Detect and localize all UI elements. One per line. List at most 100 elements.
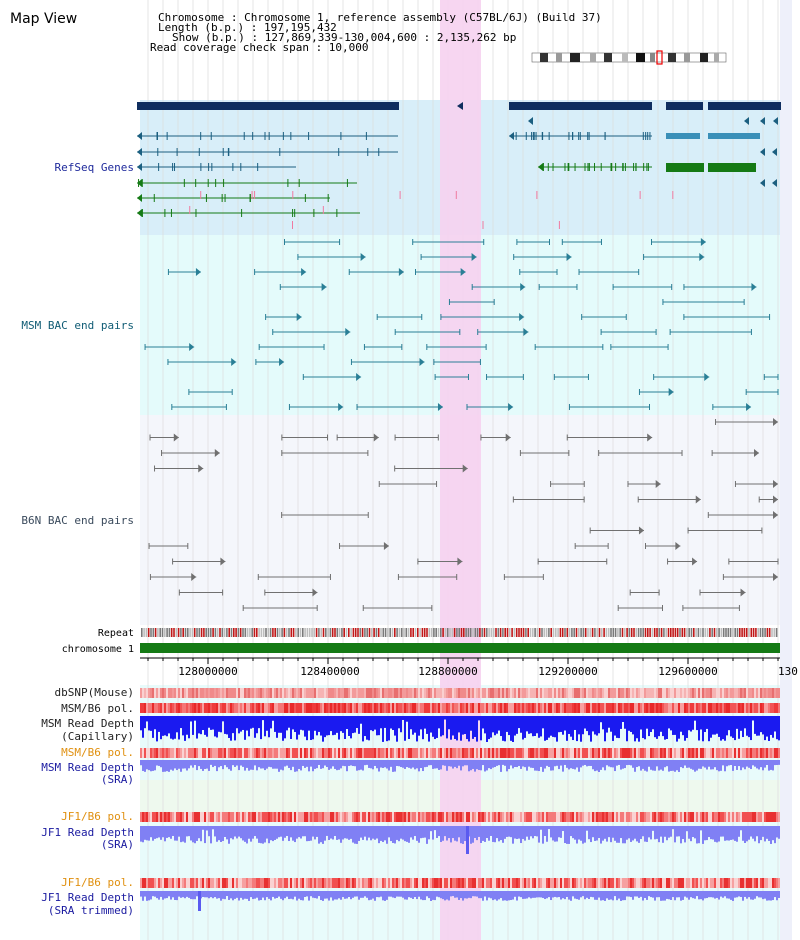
bac-end-pair[interactable] [188, 389, 233, 395]
bac-end-pair[interactable] [288, 403, 344, 411]
bac-end-pair[interactable] [745, 389, 779, 395]
repeat-track[interactable] [141, 628, 778, 637]
bac-end-pair[interactable] [534, 344, 604, 350]
bac-end-pair[interactable] [683, 314, 771, 320]
chromosome-bar[interactable] [140, 643, 780, 653]
bac-end-pair[interactable] [258, 344, 325, 350]
bac-end-pair[interactable] [394, 464, 468, 473]
bac-end-pair[interactable] [350, 358, 425, 366]
bac-end-pair[interactable] [433, 359, 481, 365]
bac-end-pair[interactable] [722, 573, 778, 581]
bac-end-pair[interactable] [348, 268, 404, 276]
bac-end-pair[interactable] [172, 557, 226, 566]
bac-end-pair[interactable] [519, 450, 570, 456]
bac-end-pair[interactable] [537, 558, 608, 565]
bac-end-pair[interactable] [513, 253, 572, 261]
bac-end-pair[interactable] [480, 433, 511, 442]
bac-end-pair[interactable] [284, 239, 341, 245]
bac-end-pair[interactable] [397, 574, 458, 580]
bac-end-pair[interactable] [667, 557, 698, 566]
bac-end-pair[interactable] [281, 434, 329, 441]
bac-end-pair[interactable] [279, 283, 327, 291]
bac-end-pair[interactable] [154, 464, 204, 473]
bac-end-pair[interactable] [574, 543, 609, 549]
bac-end-pair[interactable] [581, 314, 627, 320]
selected-region-highlight[interactable] [440, 0, 481, 940]
bac-end-pair[interactable] [376, 314, 423, 320]
bac-end-pair[interactable] [651, 238, 706, 246]
bac-end-pair[interactable] [149, 573, 197, 581]
bac-end-pair[interactable] [336, 433, 379, 442]
bac-end-pair[interactable] [257, 574, 331, 580]
variant-depth-tracks[interactable] [140, 688, 780, 911]
bac-end-pair[interactable] [644, 542, 681, 550]
bac-end-pair[interactable] [637, 495, 701, 504]
bac-end-pair[interactable] [712, 403, 752, 411]
bac-end-pair[interactable] [566, 433, 653, 442]
bac-end-pair[interactable] [255, 358, 285, 366]
bac-end-pair[interactable] [264, 588, 318, 597]
bac-end-pair[interactable] [265, 313, 302, 321]
bac-end-pair[interactable] [477, 328, 529, 336]
bac-end-pair[interactable] [448, 299, 495, 305]
bac-end-pair[interactable] [356, 403, 443, 411]
bac-end-pair[interactable] [653, 373, 710, 381]
bac-end-pair[interactable] [297, 253, 366, 261]
msm-bac-end-pairs[interactable] [144, 238, 779, 411]
bac-end-pair[interactable] [254, 268, 307, 276]
bac-end-pair[interactable] [434, 374, 469, 380]
bac-end-pair[interactable] [167, 268, 201, 276]
bac-end-pair[interactable] [281, 450, 369, 456]
bac-end-pair[interactable] [600, 329, 657, 335]
bac-end-pair[interactable] [149, 433, 179, 442]
bac-end-pair[interactable] [758, 495, 778, 504]
chromosome-ideogram[interactable] [531, 50, 727, 65]
bac-end-pair[interactable] [144, 343, 195, 351]
bac-end-pair[interactable] [612, 284, 673, 290]
bac-end-pair[interactable] [662, 299, 745, 305]
bac-end-pair[interactable] [242, 605, 318, 611]
bac-end-pair[interactable] [486, 374, 524, 380]
bac-end-pair[interactable] [148, 543, 189, 549]
bac-end-pair[interactable] [178, 589, 224, 596]
bac-end-pair[interactable] [728, 558, 779, 565]
bac-end-pair[interactable] [394, 329, 461, 335]
bac-end-pair[interactable] [167, 358, 237, 366]
bac-end-pair[interactable] [629, 589, 660, 596]
bac-end-pair[interactable] [420, 253, 477, 261]
bac-end-pair[interactable] [415, 268, 466, 276]
bac-end-pair[interactable] [512, 496, 585, 503]
bac-end-pair[interactable] [643, 253, 705, 261]
bac-end-pair[interactable] [763, 374, 779, 380]
bac-end-pair[interactable] [171, 404, 227, 410]
bac-end-pair[interactable] [550, 481, 585, 487]
bac-end-pair[interactable] [699, 588, 746, 597]
bac-end-pair[interactable] [598, 450, 683, 456]
bac-end-pair[interactable] [466, 403, 514, 411]
bac-end-pair[interactable] [711, 449, 760, 457]
bac-end-pair[interactable] [417, 557, 463, 566]
bac-end-pair[interactable] [561, 239, 602, 245]
bac-end-pair[interactable] [362, 605, 433, 611]
bac-end-pair[interactable] [538, 284, 578, 290]
bac-end-pair[interactable] [553, 374, 589, 380]
bac-end-pair[interactable] [378, 481, 438, 487]
b6n-bac-end-pairs[interactable] [148, 418, 779, 611]
bac-end-pair[interactable] [503, 574, 544, 580]
bac-end-pair[interactable] [687, 527, 763, 534]
bac-end-pair[interactable] [715, 418, 778, 426]
refseq-gene-models[interactable] [137, 102, 781, 229]
bac-end-pair[interactable] [281, 512, 369, 518]
bac-end-pair[interactable] [610, 344, 669, 350]
bac-end-pair[interactable] [627, 480, 661, 488]
bac-end-pair[interactable] [617, 605, 664, 611]
bac-end-pair[interactable] [669, 329, 752, 335]
bac-end-pair[interactable] [161, 449, 220, 457]
bac-end-pair[interactable] [394, 434, 439, 441]
bac-end-pair[interactable] [568, 404, 650, 410]
bac-end-pair[interactable] [683, 283, 757, 291]
bac-end-pair[interactable] [707, 511, 778, 519]
bac-end-pair[interactable] [440, 313, 525, 321]
bac-end-pair[interactable] [638, 388, 674, 396]
bac-end-pair[interactable] [302, 373, 362, 381]
